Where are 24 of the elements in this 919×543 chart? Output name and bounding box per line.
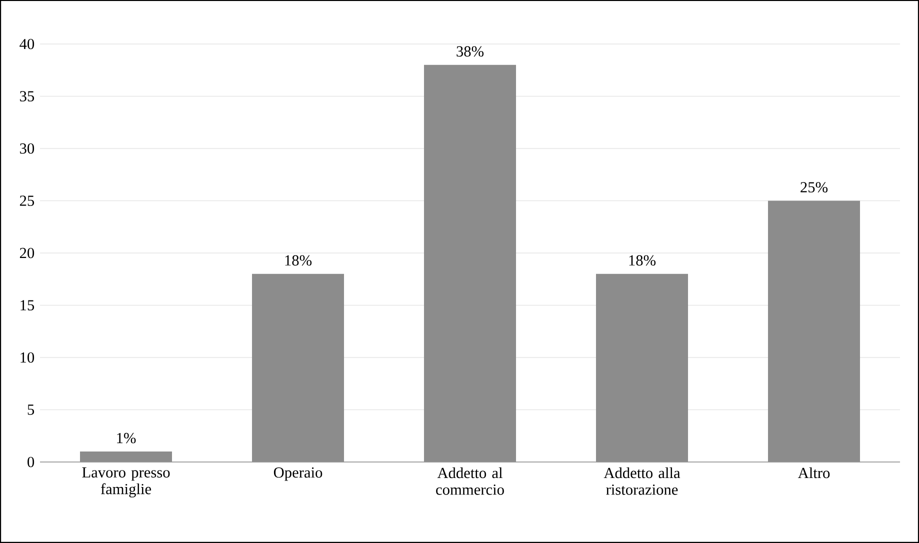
bar: [252, 274, 344, 462]
bar: [768, 200, 860, 462]
x-tick-label: Altro: [798, 467, 830, 478]
data-label: 1%: [117, 432, 136, 444]
y-tick-label: 40: [20, 38, 34, 50]
y-tick-label: 35: [20, 91, 34, 102]
data-label: 18%: [629, 255, 656, 266]
y-tick-label: 15: [20, 300, 34, 310]
y-tick-label: 0: [28, 456, 34, 468]
y-tick-label: 20: [20, 248, 34, 258]
x-tick-label: Operaio: [274, 467, 322, 481]
bar: [80, 452, 172, 462]
x-tick-label: Addetto al commercio: [436, 467, 504, 495]
data-label: 38%: [456, 46, 484, 57]
y-tick-label: 5: [28, 404, 34, 415]
bar: [596, 274, 688, 462]
y-tick-label: 25: [20, 196, 34, 206]
data-label: 25%: [800, 182, 828, 192]
bar: [424, 64, 516, 462]
y-tick-label: 10: [20, 352, 34, 363]
y-tick-label: 30: [20, 143, 34, 154]
data-label: 18%: [285, 255, 312, 266]
x-tick-label: Lavoro presso famiglie: [82, 467, 170, 498]
x-tick-label: Addetto alla ristorazione: [604, 467, 680, 495]
